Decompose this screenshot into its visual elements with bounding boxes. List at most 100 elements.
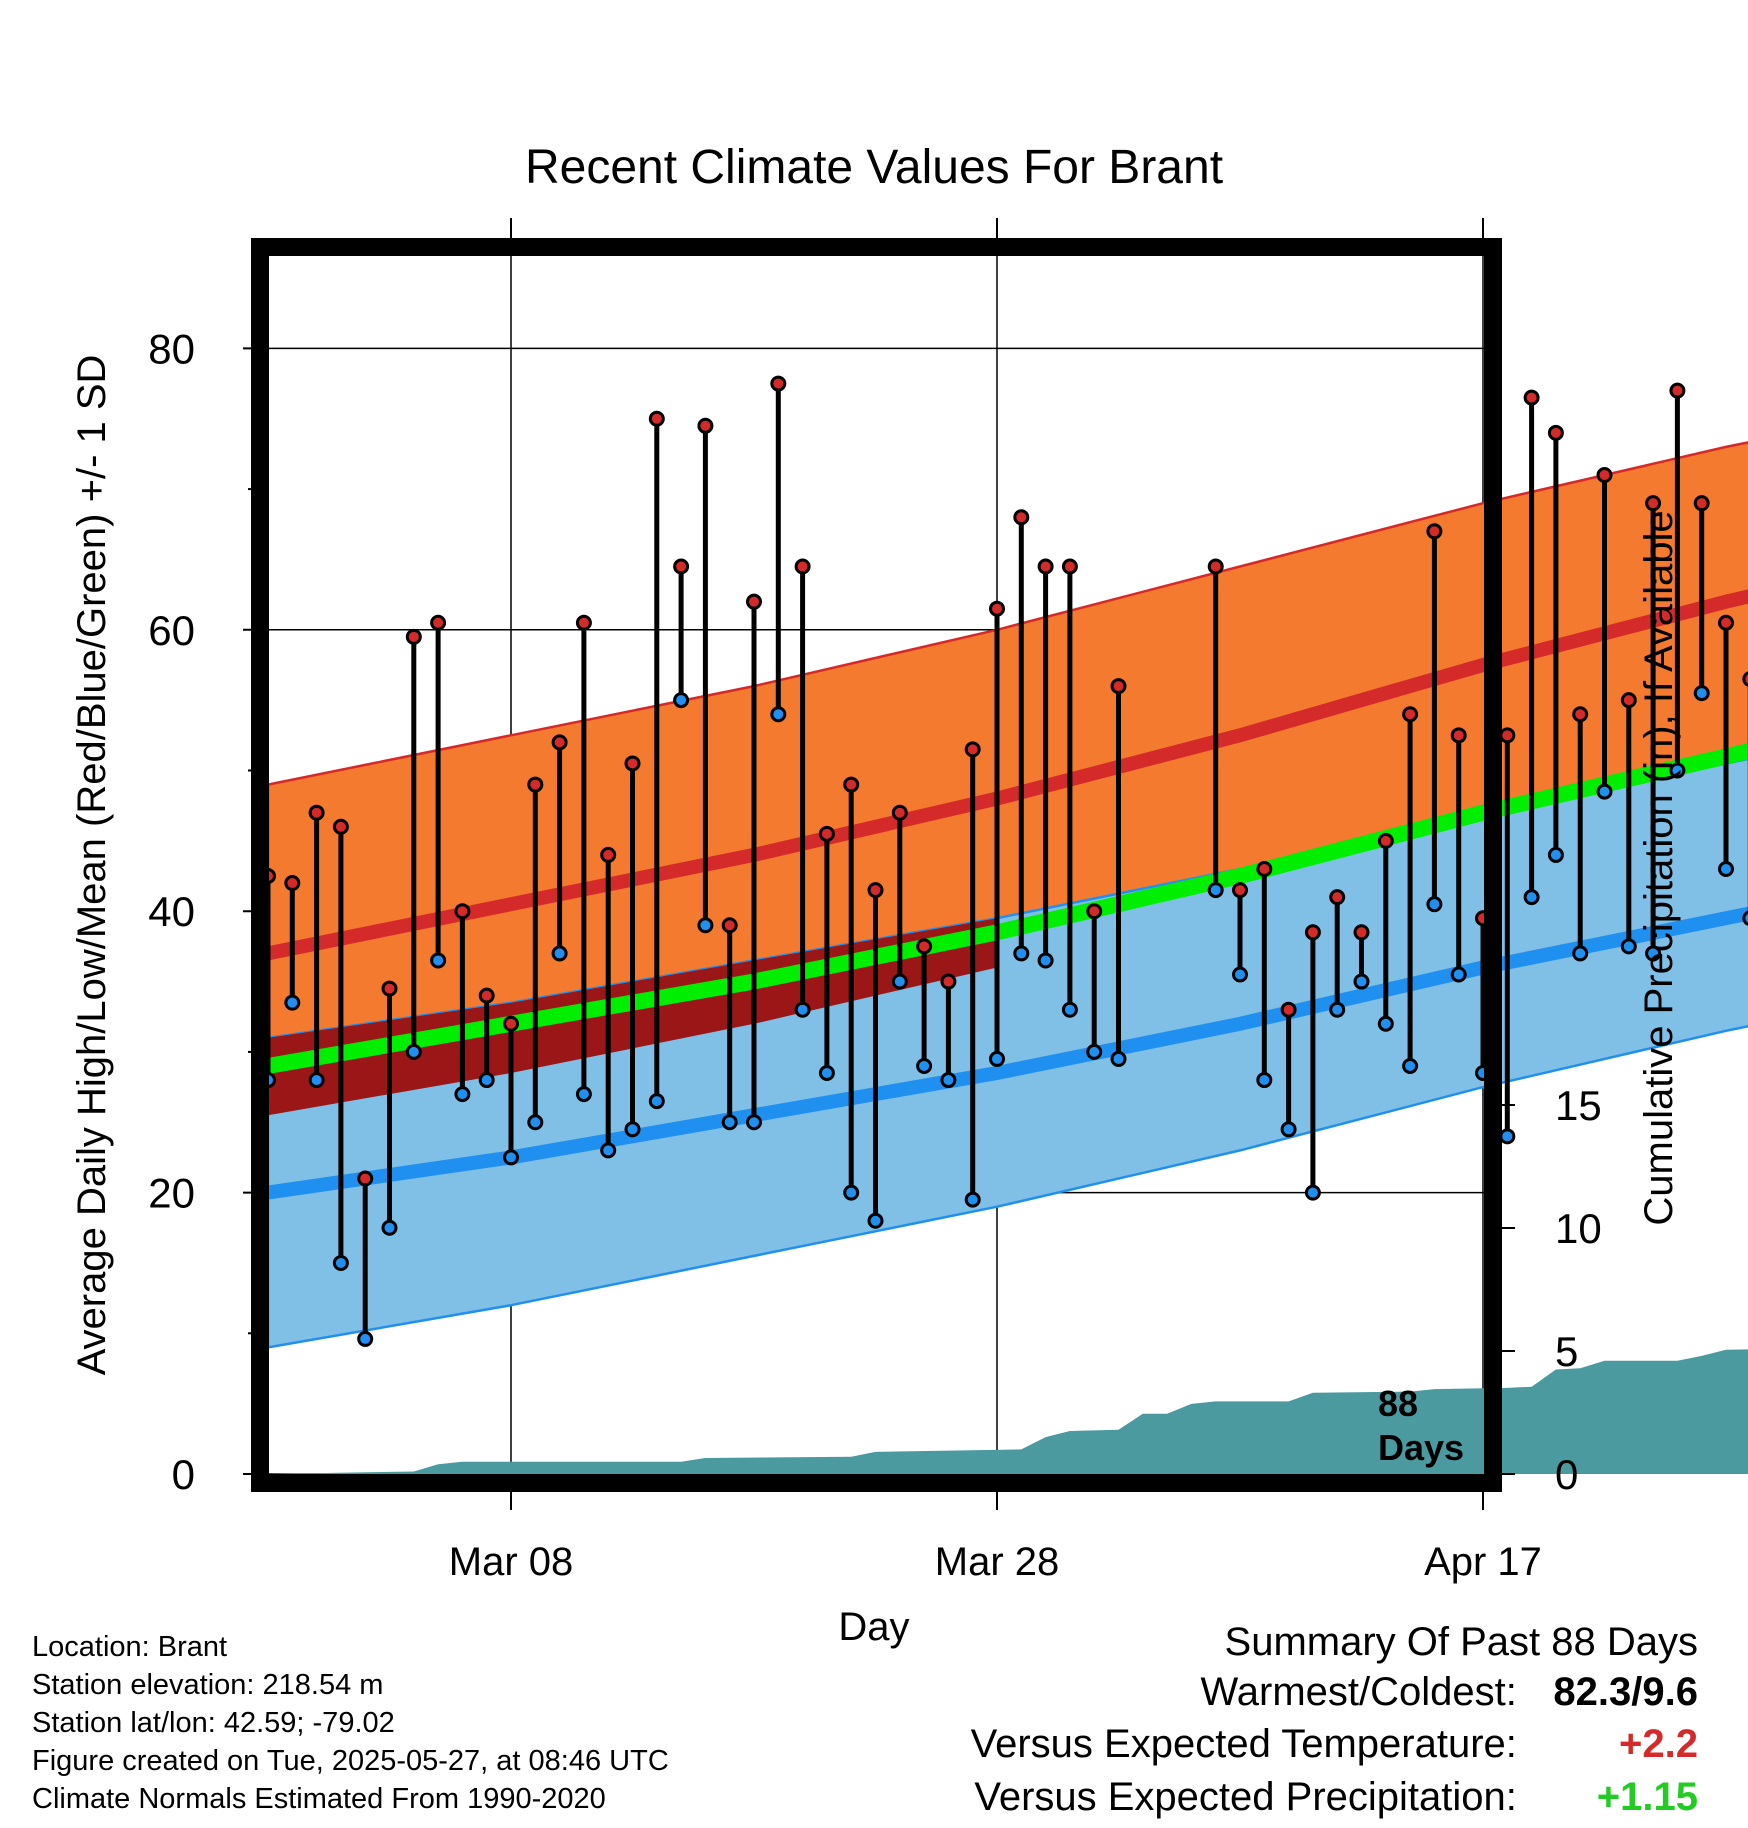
days-word: Days (1378, 1427, 1464, 1468)
summary-precip: Versus Expected Precipitation: +1.15 (974, 1775, 1698, 1820)
low-dot (1061, 1001, 1078, 1018)
low-dot (1402, 1057, 1419, 1074)
high-dot (891, 804, 908, 821)
high-dot (1402, 706, 1419, 723)
y-right-tick-label: 5 (1555, 1328, 1578, 1375)
high-dot (1669, 382, 1686, 399)
high-dot (1207, 558, 1224, 575)
low-dot (746, 1114, 762, 1131)
low-dot (575, 1086, 592, 1103)
y-tick-label: 0 (172, 1451, 195, 1498)
precipitation-fill (268, 1349, 1748, 1474)
high-dot (1718, 614, 1734, 631)
y-tick-label: 60 (148, 607, 195, 654)
summary-heading: Summary Of Past 88 Days (1224, 1620, 1698, 1664)
low-dot (478, 1072, 495, 1089)
low-dot (1086, 1043, 1103, 1060)
low-dot (1620, 938, 1637, 955)
plot-frame (251, 238, 1502, 1492)
daily-dots (260, 375, 1748, 1347)
high-dot (1329, 889, 1346, 906)
high-dot (843, 776, 860, 793)
daily-range-stems (265, 383, 1748, 1339)
high-dot (746, 593, 762, 610)
low-dot (381, 1219, 398, 1236)
high-dot (1086, 903, 1103, 920)
low-dot (1572, 945, 1589, 962)
high-dot (1645, 495, 1662, 512)
low-dot (1232, 966, 1248, 983)
high-dot (1061, 558, 1078, 575)
high-dot (551, 734, 568, 751)
high-dot (697, 417, 714, 434)
low-dot (673, 692, 690, 709)
high-dot (575, 614, 592, 631)
summary-temp: Versus Expected Temperature: +2.2 (971, 1722, 1698, 1767)
low-dot (1523, 889, 1540, 906)
high-dot (1377, 832, 1394, 849)
x-tick-label: Mar 28 (935, 1540, 1060, 1584)
high-dot (454, 903, 471, 920)
low-dot (1426, 896, 1443, 913)
precip-value: +1.15 (1596, 1775, 1698, 1819)
low-dot (430, 952, 447, 969)
high-dot (1572, 706, 1589, 723)
high-dot (332, 818, 349, 835)
y-right-tick-label: 0 (1555, 1451, 1578, 1498)
high-dot (600, 846, 617, 863)
plot-area (251, 238, 1748, 1492)
high-dot (867, 882, 884, 899)
low-dot (308, 1072, 325, 1089)
temp-label: Versus Expected Temperature: (970, 1722, 1517, 1766)
high-dot (430, 614, 447, 631)
low-dot (1304, 1184, 1321, 1201)
low-dot (1207, 882, 1224, 899)
low-dot (1329, 1001, 1346, 1018)
low-dot (843, 1184, 860, 1201)
low-dot (916, 1057, 933, 1074)
precip-label: Versus Expected Precipitation: (974, 1775, 1517, 1819)
high-dot (1499, 727, 1516, 744)
y-tick-label: 80 (148, 325, 195, 372)
low-dot (284, 994, 301, 1011)
high-dot (794, 558, 811, 575)
high-dot (1353, 924, 1370, 941)
location-text: Location: Brant (32, 1631, 228, 1663)
y-tick-label: 40 (148, 888, 195, 935)
low-dot (1547, 846, 1564, 863)
mean-line (266, 743, 1748, 1074)
low-dot (1596, 783, 1613, 800)
high-dot (1596, 467, 1613, 484)
low-dot (1280, 1121, 1297, 1138)
low-dot (770, 706, 787, 723)
low-dot (1645, 945, 1662, 962)
low-dot (1742, 910, 1748, 926)
low-dot (1037, 952, 1054, 969)
high-dot (1547, 424, 1564, 441)
latlon-text: Station lat/lon: 42.59; -79.02 (32, 1707, 395, 1739)
high-dot (1304, 924, 1321, 941)
low-dot (1013, 945, 1030, 962)
y-left-axis-label: Average Daily High/Low/Mean (Red/Blue/Gr… (70, 355, 114, 1376)
low-dot (1450, 966, 1467, 983)
high-dot (818, 825, 835, 842)
high-dot (1013, 509, 1030, 526)
low-dot (818, 1065, 835, 1082)
x-axis-label: Day (838, 1605, 909, 1649)
warm-cold-label: Warmest/Coldest: (1200, 1670, 1517, 1714)
x-tick-label: Mar 08 (449, 1540, 574, 1584)
high-dot (503, 1015, 519, 1032)
high-dot (405, 628, 422, 645)
low-dot (989, 1050, 1005, 1067)
low-dot (1499, 1128, 1516, 1145)
low-dot (405, 1043, 422, 1060)
summary-warm-cold: Warmest/Coldest: 82.3/9.6 (1201, 1670, 1699, 1715)
y-tick-label: 20 (148, 1170, 195, 1217)
low-dot (867, 1212, 884, 1229)
high-dot (478, 987, 495, 1004)
days-count: 88 (1378, 1383, 1418, 1424)
high-dot (308, 804, 325, 821)
low-dot (357, 1330, 374, 1347)
days-marker-label: 88 Days (1378, 1383, 1464, 1468)
